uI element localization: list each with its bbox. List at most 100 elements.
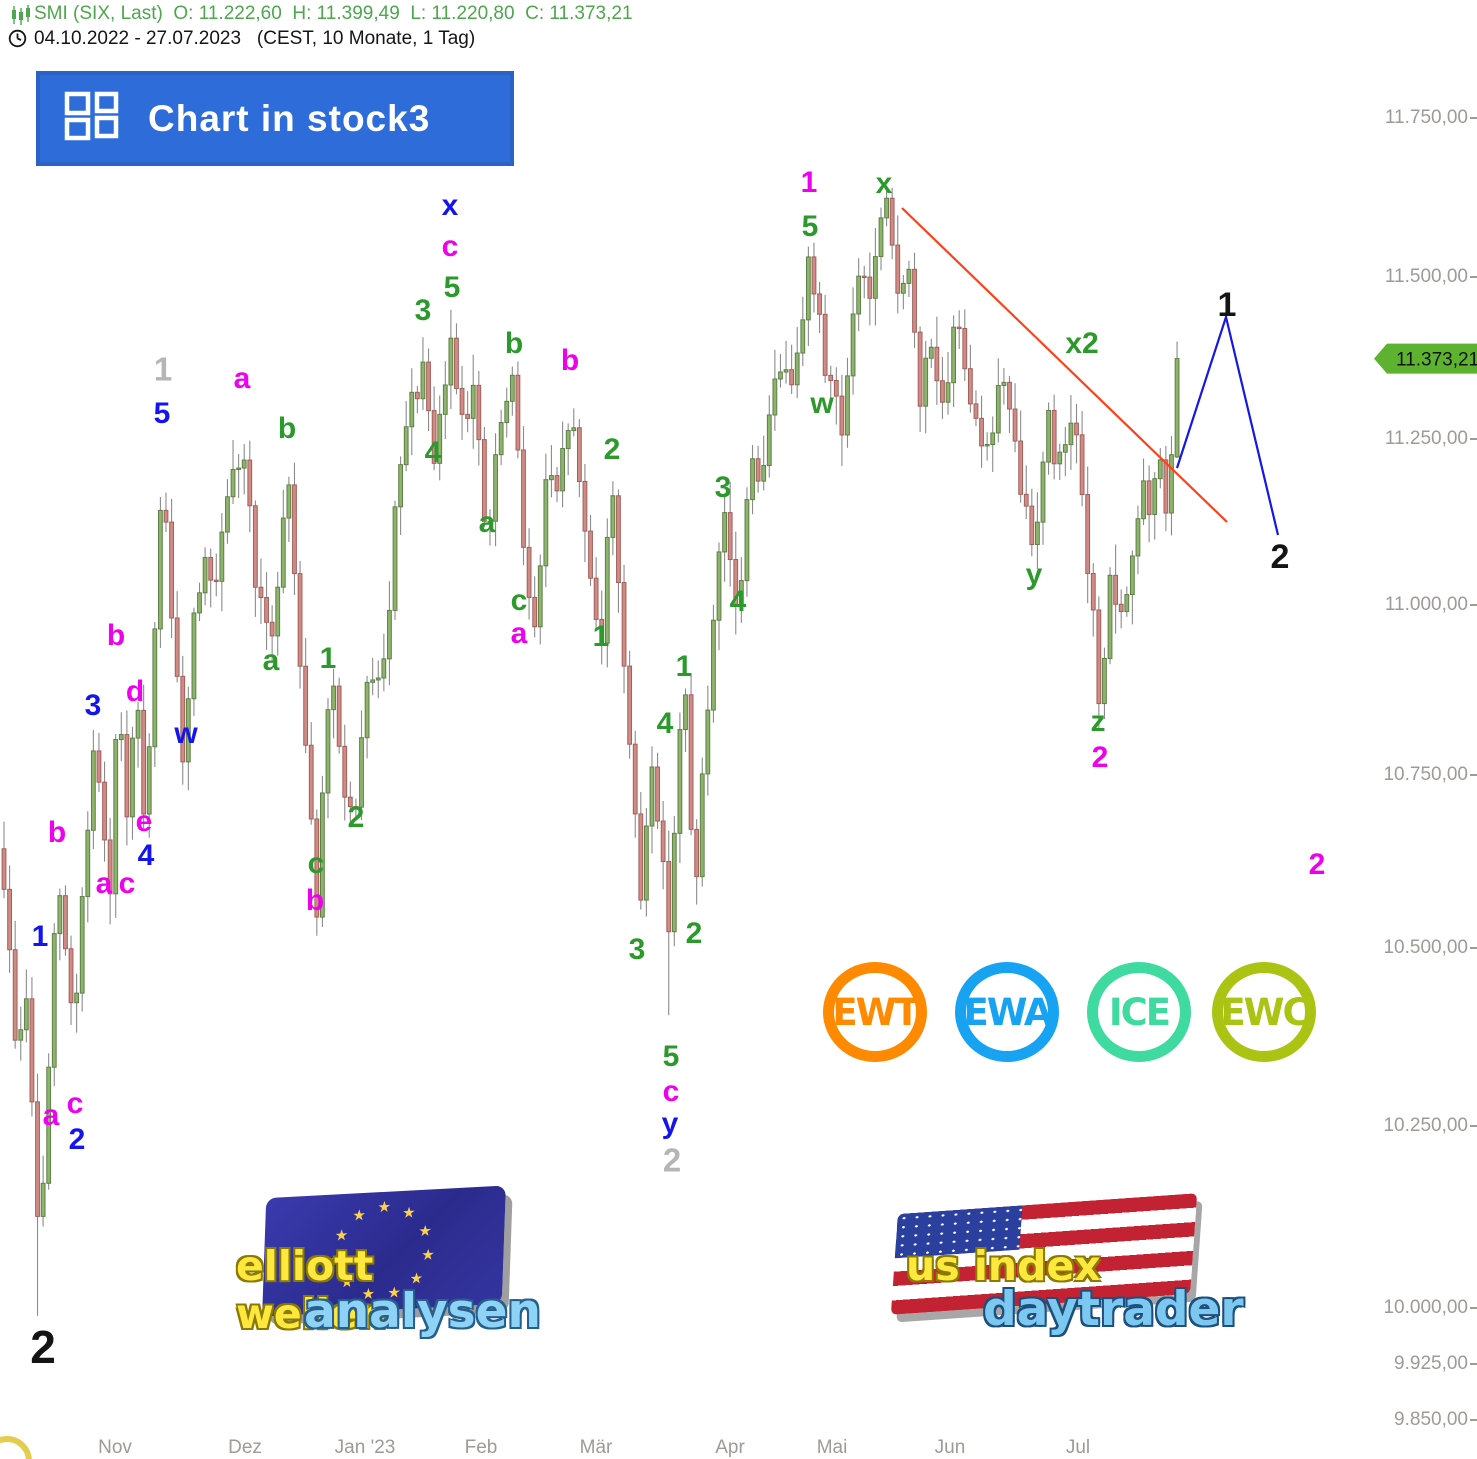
candle-body bbox=[789, 369, 795, 386]
wave-label: 1 bbox=[31, 920, 49, 953]
candle-body bbox=[537, 565, 543, 628]
candle-body bbox=[549, 475, 554, 481]
last-price-tag bbox=[1374, 343, 1477, 374]
candle-body bbox=[364, 681, 370, 739]
candle-body bbox=[1062, 444, 1068, 453]
wave-label: 4 bbox=[656, 707, 674, 740]
candle-body bbox=[314, 818, 320, 918]
wave-label: a bbox=[233, 362, 251, 395]
candle-body bbox=[63, 895, 68, 950]
candle-body bbox=[750, 458, 755, 501]
candlestick-series[interactable] bbox=[1, 187, 1180, 1316]
candle-body bbox=[40, 1182, 46, 1217]
wave-label: c bbox=[307, 847, 325, 880]
wave-label: 2 bbox=[68, 1123, 86, 1156]
wave-label: 3 bbox=[84, 689, 102, 722]
ew-badge: EWA bbox=[955, 962, 1059, 1062]
date-range-line: 04.10.2022 - 27.07.2023 (CEST, 10 Monate… bbox=[34, 28, 476, 49]
candle-body bbox=[180, 675, 186, 763]
candle-body bbox=[660, 820, 666, 863]
candle-body bbox=[320, 792, 325, 918]
month-tick-label: Jun bbox=[934, 1437, 966, 1458]
candle-body bbox=[794, 352, 800, 386]
instrument-ohlc-line: SMI (SIX, Last) O: 11.222,60 H: 11.399,4… bbox=[34, 3, 633, 24]
candle-body bbox=[370, 679, 376, 683]
wave-label: y bbox=[1025, 558, 1043, 591]
candle-body bbox=[169, 521, 174, 619]
candle-body bbox=[141, 709, 147, 815]
analysen-text: analysen bbox=[304, 1284, 541, 1339]
month-tick-label: Mär bbox=[579, 1437, 613, 1458]
wave-label: 2 bbox=[1308, 848, 1326, 881]
price-tick-mark bbox=[1470, 1125, 1477, 1128]
candle-body bbox=[532, 596, 538, 628]
price-tick-mark bbox=[1470, 117, 1477, 119]
candle-body bbox=[437, 413, 443, 464]
candle-body bbox=[375, 677, 381, 681]
candle-body bbox=[604, 536, 610, 644]
wave-label: 1 bbox=[319, 642, 337, 675]
candle-body bbox=[772, 378, 778, 416]
candle-body bbox=[29, 998, 35, 1103]
candle-body bbox=[616, 495, 621, 584]
candle-body bbox=[1090, 572, 1096, 611]
candle-body bbox=[236, 467, 242, 470]
candle-body bbox=[554, 475, 560, 492]
candle-body bbox=[118, 734, 124, 741]
price-tick-label: 9.850,00 bbox=[1394, 1408, 1468, 1430]
candle-body bbox=[297, 573, 303, 667]
candle-body bbox=[498, 422, 504, 456]
candle-body bbox=[202, 556, 208, 594]
ew-badge: ICE bbox=[1087, 962, 1191, 1062]
candle-body bbox=[873, 256, 878, 299]
candle-body bbox=[331, 685, 336, 711]
candle-body bbox=[353, 806, 359, 809]
candle-body bbox=[571, 427, 577, 432]
candle-body bbox=[431, 410, 437, 464]
candle-body bbox=[688, 694, 694, 830]
wave-label: a bbox=[95, 867, 113, 900]
candle-body bbox=[68, 948, 74, 1004]
candle-body bbox=[967, 368, 973, 405]
candle-body bbox=[325, 709, 331, 794]
month-tick-label: Apr bbox=[715, 1437, 745, 1458]
candle-body bbox=[1141, 480, 1146, 520]
last-price-tag-value: 11.373,21 bbox=[1396, 350, 1477, 371]
candle-body bbox=[163, 509, 169, 523]
wave-label: a bbox=[478, 506, 496, 539]
candle-body bbox=[107, 839, 113, 895]
candle-body bbox=[1118, 603, 1124, 613]
candle-body bbox=[342, 745, 348, 798]
candle-body bbox=[560, 448, 566, 492]
candle-body bbox=[990, 432, 996, 446]
candle-body bbox=[671, 832, 677, 933]
wave-label: 4 bbox=[729, 585, 747, 618]
candle-body bbox=[1029, 505, 1035, 546]
candle-body bbox=[677, 729, 683, 834]
price-tick-label: 10.000,00 bbox=[1383, 1297, 1468, 1319]
candle-body bbox=[582, 480, 588, 532]
candle-body bbox=[130, 737, 135, 818]
price-tick-mark bbox=[1470, 1307, 1477, 1310]
wave-label: a bbox=[510, 617, 528, 650]
candle-body bbox=[208, 556, 214, 581]
candle-body bbox=[805, 256, 811, 321]
candle-body bbox=[51, 933, 57, 1068]
grid-icon bbox=[64, 91, 122, 146]
wave-label: 3 bbox=[714, 471, 732, 504]
candle-body bbox=[409, 391, 415, 428]
candle-body bbox=[1096, 609, 1102, 705]
candle-body bbox=[213, 579, 219, 583]
chart-in-stock3-button[interactable]: Chart in stock3 bbox=[36, 71, 514, 166]
candle-body bbox=[258, 586, 264, 599]
price-tick-label: 11.000,00 bbox=[1384, 593, 1468, 615]
price-tick-mark bbox=[1470, 603, 1477, 606]
month-tick-label: Nov bbox=[98, 1437, 132, 1458]
candle-body bbox=[124, 734, 130, 818]
wave-label: b bbox=[47, 816, 67, 849]
wave-label: 2 bbox=[1270, 538, 1290, 576]
candle-body bbox=[1007, 381, 1012, 410]
candle-body bbox=[1057, 451, 1063, 465]
